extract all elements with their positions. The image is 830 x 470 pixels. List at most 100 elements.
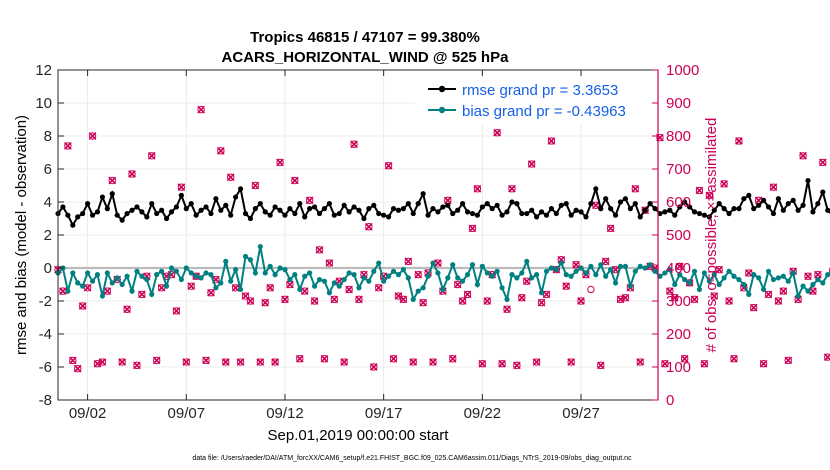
rmse-point: [568, 212, 574, 218]
rmse-point: [129, 207, 135, 213]
rmse-point: [65, 212, 71, 218]
bias-point: [242, 253, 249, 260]
rmse-point: [104, 206, 110, 212]
obs-assimilated-point: [705, 191, 714, 200]
bias-point: [578, 265, 584, 271]
obs-assimilated-point: [221, 358, 230, 366]
obs-possible-point: [404, 257, 413, 266]
bias-point: [316, 276, 323, 283]
bias-point: [89, 278, 96, 284]
bias-point: [474, 281, 481, 288]
obs-possible-point: [69, 356, 77, 365]
bias-point: [657, 273, 663, 279]
obs-assimilated-point: [118, 358, 127, 366]
y-right-tick-label: 1000: [666, 62, 699, 79]
rmse-point: [144, 214, 150, 220]
obs-assimilated-point: [720, 179, 728, 188]
bias-point: [701, 270, 707, 276]
bias-point: [70, 270, 76, 276]
obs-assimilated-point: [448, 354, 457, 363]
bias-point: [632, 268, 638, 274]
obs-possible-point: [597, 361, 605, 370]
obs-possible-point: [148, 152, 156, 160]
bias-point: [198, 275, 204, 281]
bias-point: [420, 285, 426, 291]
obs-assimilated-point: [138, 290, 146, 299]
y-right-tick-label: 100: [666, 359, 691, 376]
rmse-point: [509, 199, 515, 205]
bias-point: [538, 290, 545, 296]
bias-point: [366, 278, 372, 284]
bias-point: [603, 273, 609, 279]
bias-point: [302, 273, 308, 279]
rmse-point: [80, 210, 86, 217]
rmse-point: [499, 212, 505, 218]
rmse-point: [321, 206, 328, 212]
obs-assimilated-point: [513, 361, 521, 370]
bias-point: [173, 268, 180, 274]
obs-assimilated-point: [799, 151, 807, 160]
obs-assimilated-point: [216, 146, 225, 155]
bias-point: [390, 268, 397, 274]
bias-point: [820, 280, 826, 286]
obs-possible-point: [473, 185, 482, 193]
obs-assimilated-point: [340, 358, 349, 366]
rmse-point: [598, 206, 604, 212]
bias-point: [711, 272, 717, 278]
obs-possible-point: [601, 257, 610, 266]
rmse-point: [213, 196, 219, 202]
bias-point: [144, 276, 150, 283]
obs-assimilated-point: [330, 295, 339, 304]
obs-assimilated-point: [64, 142, 72, 150]
obs-assimilated-point: [236, 358, 245, 366]
obs-possible-point: [108, 176, 116, 185]
obs-assimilated-point: [784, 356, 793, 365]
rmse-point: [415, 201, 421, 207]
bias-point: [435, 270, 441, 276]
rmse-point: [494, 202, 500, 208]
rmse-point: [731, 206, 737, 212]
obs-possible-point: [508, 185, 516, 193]
obs-assimilated-point: [700, 359, 709, 368]
series-lines: [55, 177, 830, 303]
obs-possible-point: [606, 224, 615, 233]
bias-point: [795, 293, 801, 299]
bias-point: [282, 267, 288, 273]
obs-possible-point: [705, 191, 714, 200]
obs-possible-point: [523, 277, 531, 285]
rmse-point: [385, 214, 392, 220]
obs-possible-point: [256, 358, 265, 366]
bias-point: [770, 276, 777, 283]
obs-assimilated-point: [769, 183, 778, 192]
rmse-point: [770, 210, 777, 217]
obs-possible-point: [419, 298, 427, 307]
bias-point: [410, 296, 416, 302]
obs-assimilated-point: [601, 257, 610, 266]
rmse-point: [612, 212, 619, 218]
bias-point: [277, 265, 283, 271]
rmse-point: [706, 214, 712, 220]
obs-assimilated-point: [83, 283, 92, 292]
rmse-point: [760, 197, 767, 203]
rmse-point: [726, 210, 732, 217]
rmse-point: [825, 207, 830, 213]
obs-assimilated-point: [98, 358, 107, 366]
obs-assimilated-point: [779, 287, 788, 295]
obs-assimilated-point: [108, 176, 117, 185]
obs-possible-point: [172, 307, 181, 315]
rmse-point: [696, 210, 703, 217]
rmse-point: [608, 206, 614, 212]
obs-possible-point: [587, 285, 595, 294]
obs-possible-point: [769, 183, 778, 191]
obs-assimilated-point: [567, 358, 576, 366]
rmse-point: [410, 210, 416, 217]
rmse-point: [548, 206, 555, 212]
bias-point: [371, 268, 377, 274]
obs-possible-point: [202, 356, 210, 365]
rmse-point: [543, 212, 550, 218]
obs-possible-point: [804, 272, 812, 280]
obs-possible-point: [720, 180, 728, 188]
obs-possible-point: [138, 290, 146, 299]
obs-assimilated-point: [197, 105, 205, 114]
obs-possible-point: [503, 305, 511, 313]
